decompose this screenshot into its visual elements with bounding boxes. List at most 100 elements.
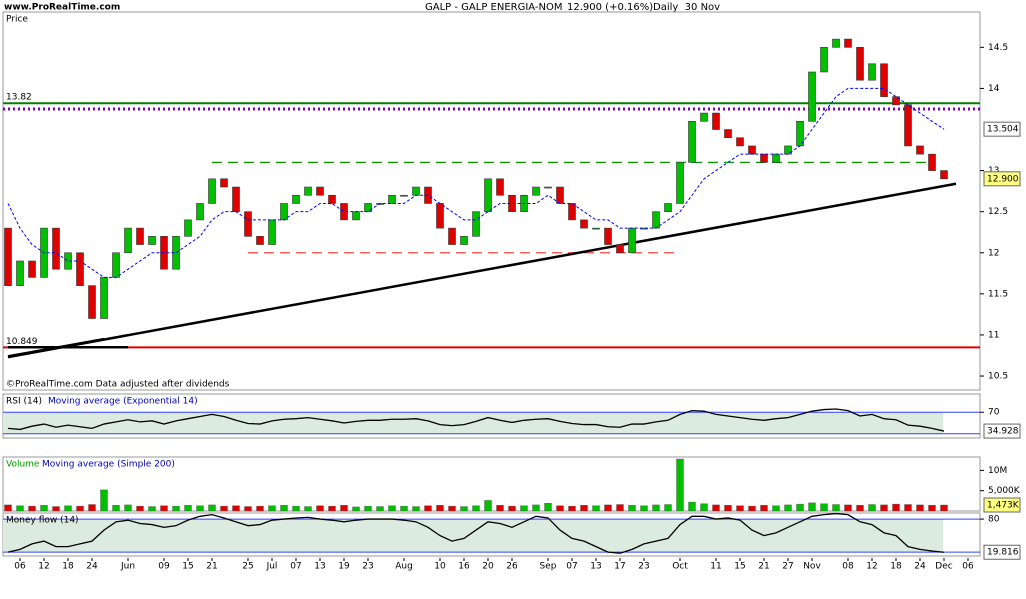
candle bbox=[208, 178, 216, 204]
x-tick-label: 24 bbox=[86, 562, 98, 572]
value-box-label: 13.504 bbox=[987, 125, 1019, 135]
candle bbox=[148, 236, 156, 245]
x-tick-label: 16 bbox=[458, 562, 470, 572]
y-tick-label: 12.5 bbox=[988, 207, 1008, 217]
value-box bbox=[983, 423, 1021, 439]
x-tick-label: 26 bbox=[506, 562, 518, 572]
volume-bar bbox=[628, 505, 636, 512]
volume-bar bbox=[844, 504, 852, 512]
trend-line bbox=[7, 337, 105, 358]
candle bbox=[916, 145, 924, 155]
candle bbox=[328, 194, 336, 204]
candle bbox=[28, 260, 36, 278]
candle bbox=[736, 137, 744, 147]
volume-bar bbox=[556, 505, 564, 512]
x-tick-label: 21 bbox=[758, 562, 769, 572]
volume-bar bbox=[484, 500, 492, 512]
volume-bar bbox=[892, 503, 900, 512]
candle bbox=[592, 227, 600, 230]
volume-bar bbox=[388, 505, 396, 512]
candle bbox=[100, 277, 108, 319]
line-label: 13.82 bbox=[6, 93, 32, 103]
x-tick-label: 13 bbox=[590, 562, 601, 572]
candle bbox=[412, 186, 420, 196]
y-tick-label: 12 bbox=[988, 248, 999, 258]
x-tick-label: 20 bbox=[482, 562, 494, 572]
value-box bbox=[983, 171, 1021, 187]
volume-bar bbox=[472, 505, 480, 512]
x-tick-label: 21 bbox=[206, 562, 217, 572]
candle bbox=[808, 71, 816, 122]
volume-bar bbox=[724, 505, 732, 512]
volume-bar bbox=[664, 504, 672, 512]
candle bbox=[400, 194, 408, 197]
candle bbox=[136, 227, 144, 245]
trend-line bbox=[7, 182, 957, 359]
candle bbox=[580, 219, 588, 229]
x-tick-label: Oct bbox=[672, 562, 688, 572]
volume-bar bbox=[256, 505, 264, 512]
candle bbox=[52, 227, 60, 270]
candle bbox=[16, 260, 24, 286]
panel-title: RSI (14) bbox=[6, 397, 42, 407]
volume-bar bbox=[496, 505, 504, 512]
candle bbox=[856, 47, 864, 81]
volume-bar bbox=[412, 506, 420, 512]
volume-bar bbox=[760, 505, 768, 512]
volume-bar bbox=[16, 505, 24, 512]
line bbox=[7, 408, 945, 432]
y-tick-label: 14 bbox=[988, 84, 1000, 94]
volume-bar bbox=[688, 501, 696, 512]
value-box bbox=[983, 544, 1021, 560]
volume-bar bbox=[808, 502, 816, 512]
volume-bar bbox=[28, 505, 36, 512]
volume-bar bbox=[940, 504, 948, 512]
candle bbox=[616, 244, 624, 254]
volume-bar bbox=[316, 505, 324, 512]
x-tick-label: Jun bbox=[120, 562, 135, 572]
volume-bar bbox=[100, 489, 108, 512]
candle bbox=[484, 178, 492, 212]
volume-bar bbox=[76, 505, 84, 512]
volume-bar bbox=[544, 503, 552, 512]
panel-frame bbox=[2, 11, 981, 391]
volume-bar bbox=[604, 504, 612, 512]
candle bbox=[4, 227, 12, 286]
candle bbox=[196, 203, 204, 221]
header-title: GALP - GALP ENERGIA-NOM bbox=[425, 2, 563, 13]
volume-bar bbox=[640, 505, 648, 512]
volume-bar bbox=[4, 504, 12, 512]
value-box-label: 19.816 bbox=[987, 548, 1019, 558]
candle bbox=[352, 211, 360, 221]
volume-bar bbox=[736, 505, 744, 512]
y-tick-label: 5,000K bbox=[988, 486, 1021, 496]
candle bbox=[772, 153, 780, 163]
volume-bar bbox=[772, 505, 780, 512]
candle bbox=[232, 186, 240, 212]
volume-bar bbox=[784, 504, 792, 512]
candle bbox=[124, 227, 132, 254]
candle bbox=[112, 252, 120, 278]
volume-bar bbox=[184, 505, 192, 512]
x-tick-label: Nov bbox=[803, 562, 821, 572]
volume-bar bbox=[532, 504, 540, 512]
volume-bar bbox=[160, 505, 168, 512]
volume-bar bbox=[868, 504, 876, 512]
volume-bar bbox=[856, 505, 864, 512]
volume-bar bbox=[616, 504, 624, 512]
candle bbox=[280, 203, 288, 221]
line-label: 10.849 bbox=[6, 337, 38, 347]
volume-bar bbox=[928, 505, 936, 512]
line bbox=[7, 512, 945, 554]
x-tick-label: 24 bbox=[914, 562, 926, 572]
value-box-label: 1,473K bbox=[987, 501, 1020, 511]
volume-bar bbox=[220, 505, 228, 512]
x-tick-label: 08 bbox=[842, 562, 854, 572]
candle bbox=[868, 63, 876, 81]
value-box-label: 34.928 bbox=[987, 427, 1019, 437]
candle bbox=[436, 203, 444, 229]
site: www.ProRealTime.com bbox=[4, 3, 120, 13]
x-tick-label: 06 bbox=[14, 562, 26, 572]
